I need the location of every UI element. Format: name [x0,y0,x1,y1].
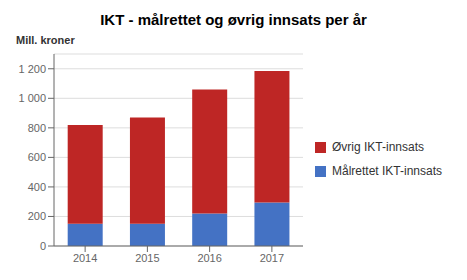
svg-text:400: 400 [28,181,46,193]
html-text:Øvrig IKT-innsats: Øvrig IKT-innsats [332,140,424,154]
svg-text:600: 600 [28,151,46,163]
svg-text:2017: 2017 [260,252,284,264]
svg-text:0: 0 [40,240,46,252]
html-text:Mill. kroner: Mill. kroner [16,34,75,46]
svg-text:1 200: 1 200 [18,63,46,75]
svg-text:2014: 2014 [73,252,97,264]
html-text:Målrettet IKT-innsats: Målrettet IKT-innsats [332,164,442,178]
svg-text:200: 200 [28,210,46,222]
svg-text:2016: 2016 [197,252,221,264]
svg-text:800: 800 [28,122,46,134]
svg-text:1 000: 1 000 [18,92,46,104]
svg-text:2015: 2015 [135,252,159,264]
html-text:IKT - målrettet og øvrig innsa: IKT - målrettet og øvrig innsats per år [100,11,367,28]
